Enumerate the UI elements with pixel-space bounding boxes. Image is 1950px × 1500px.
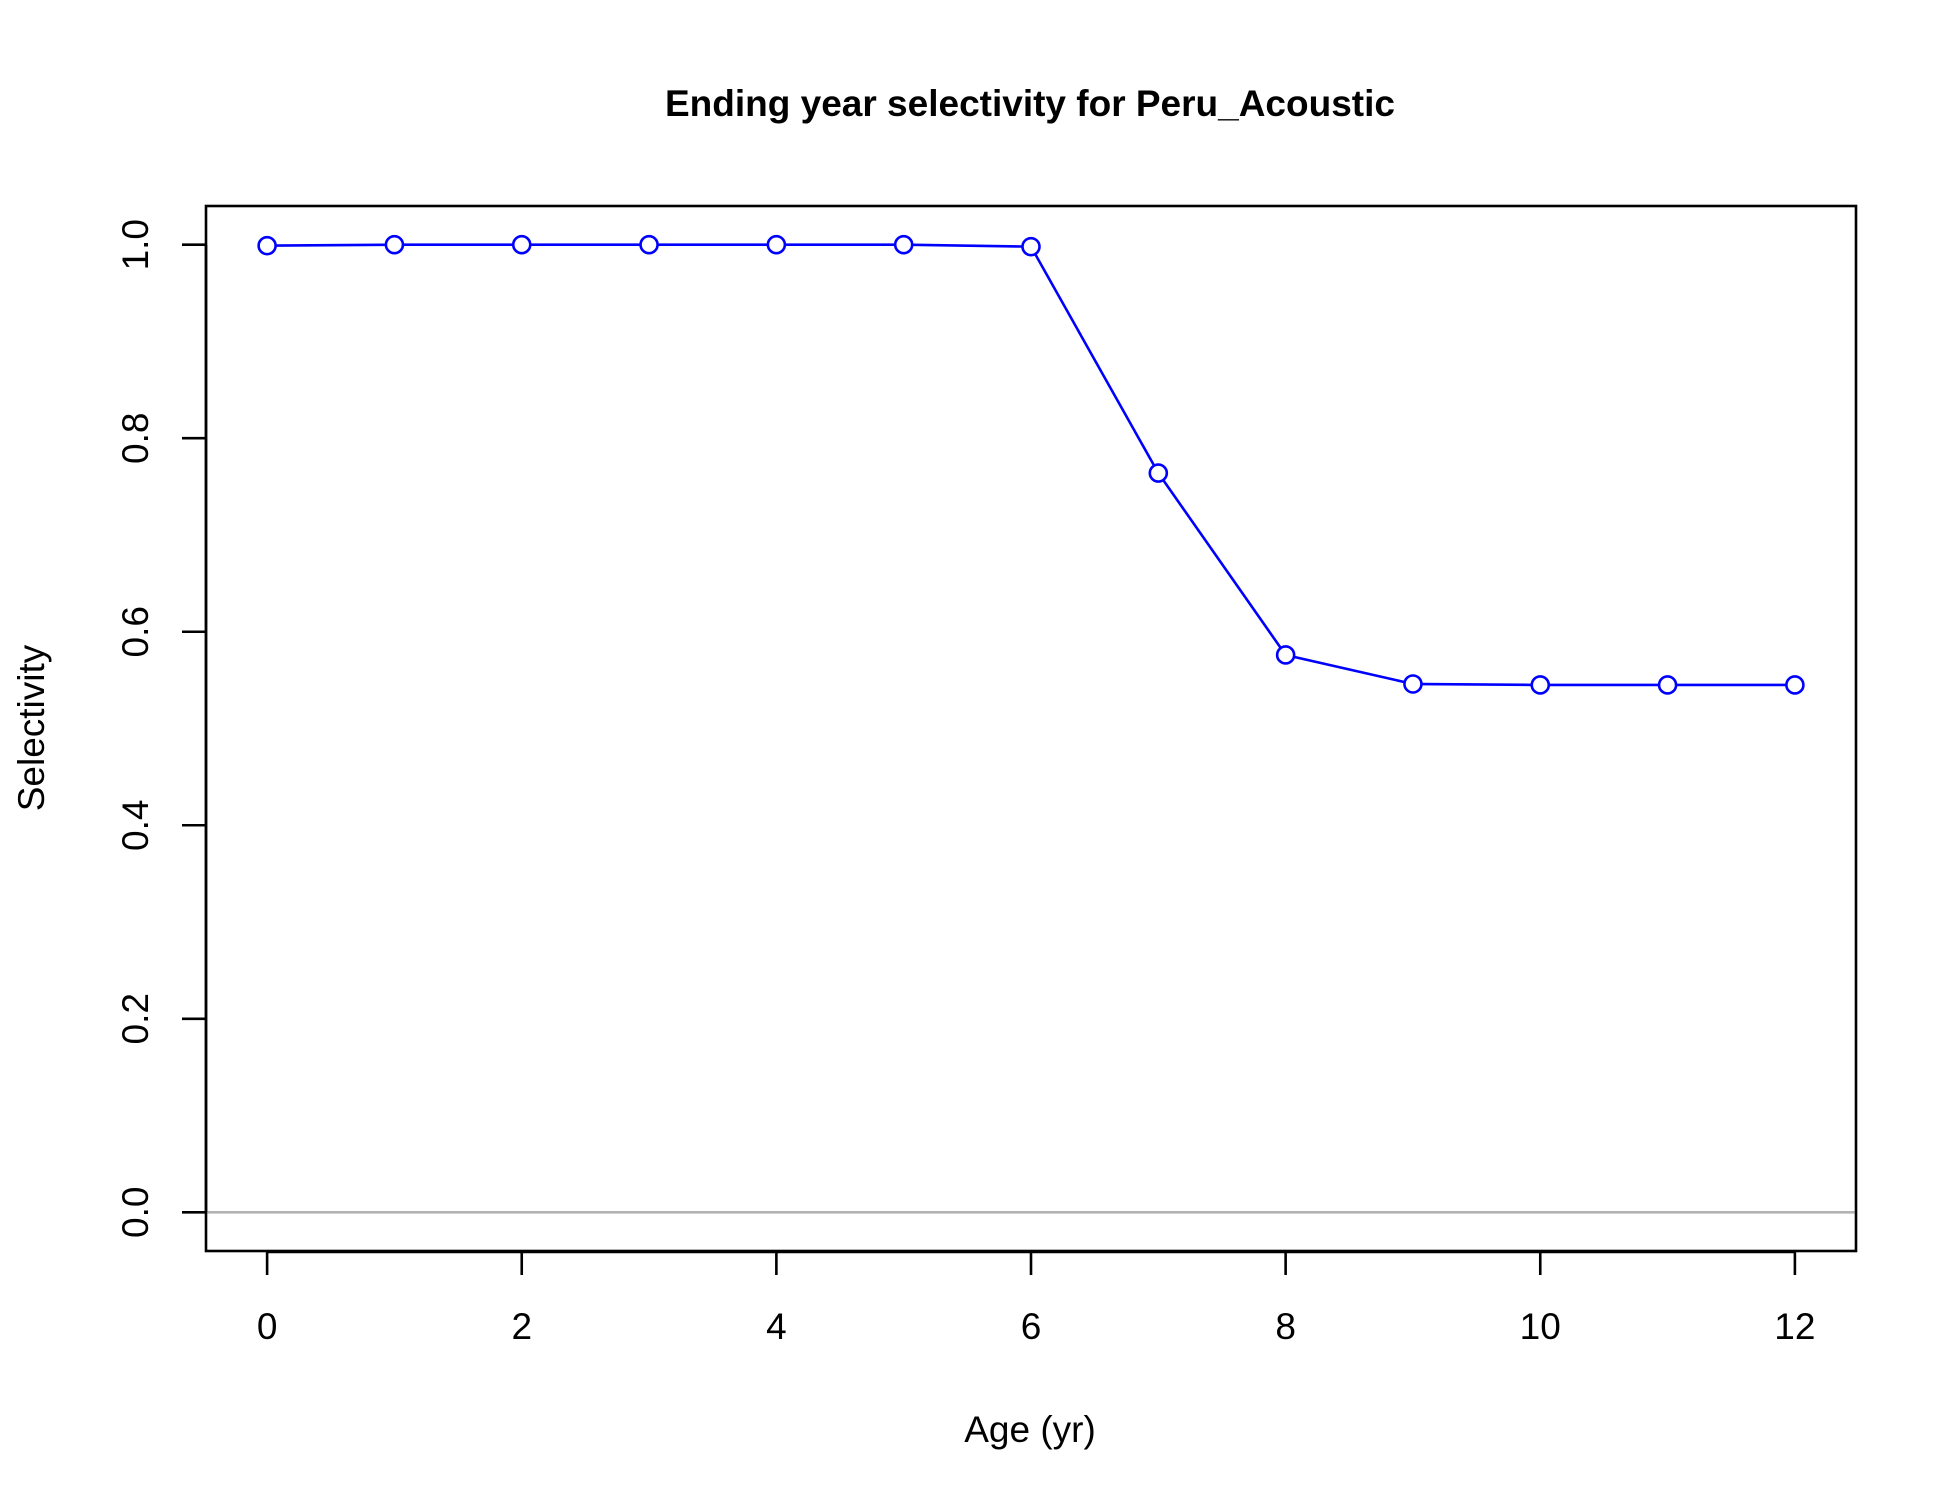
x-tick-label: 10 [1520, 1306, 1561, 1347]
x-tick-label: 2 [511, 1306, 532, 1347]
data-point [1403, 674, 1423, 694]
data-point [257, 235, 277, 256]
x-tick-label: 8 [1275, 1306, 1296, 1347]
series-line-segment [1421, 682, 1532, 687]
series-line-segment [1162, 479, 1282, 649]
series-group [257, 234, 1805, 695]
x-tick-label: 6 [1021, 1306, 1042, 1347]
data-point [1021, 236, 1041, 257]
data-point [511, 234, 532, 255]
data-point [766, 234, 787, 255]
data-point [1275, 645, 1296, 665]
y-tick-label: 0.8 [115, 413, 156, 464]
data-point [1657, 675, 1678, 695]
data-point [384, 234, 405, 255]
x-tick-label: 4 [766, 1306, 787, 1347]
data-point [1148, 463, 1169, 483]
chart-title: Ending year selectivity for Peru_Acousti… [665, 83, 1395, 124]
data-point [1785, 675, 1805, 695]
series-line-segment [275, 243, 386, 247]
y-tick-label: 0.0 [115, 1187, 156, 1238]
data-point [1530, 675, 1551, 695]
y-tick-label: 0.4 [115, 800, 156, 851]
series-line-segment [1293, 655, 1405, 684]
x-tick-label: 12 [1774, 1306, 1815, 1347]
data-point [639, 234, 659, 255]
y-tick-label: 0.6 [115, 606, 156, 657]
y-tick-label: 0.2 [115, 993, 156, 1044]
y-axis-label: Selectivity [11, 644, 52, 811]
data-point [893, 234, 914, 255]
x-axis-label: Age (yr) [964, 1409, 1096, 1450]
y-axis: 0.0 0.2 0.4 0.6 0.8 1.0 [115, 219, 208, 1238]
x-tick-label: 0 [257, 1306, 278, 1347]
series-line-segment [912, 243, 1023, 248]
x-axis: 0 2 4 6 8 10 12 [257, 1250, 1815, 1347]
y-tick-label: 1.0 [115, 219, 156, 270]
series-line-segment [1034, 253, 1156, 467]
